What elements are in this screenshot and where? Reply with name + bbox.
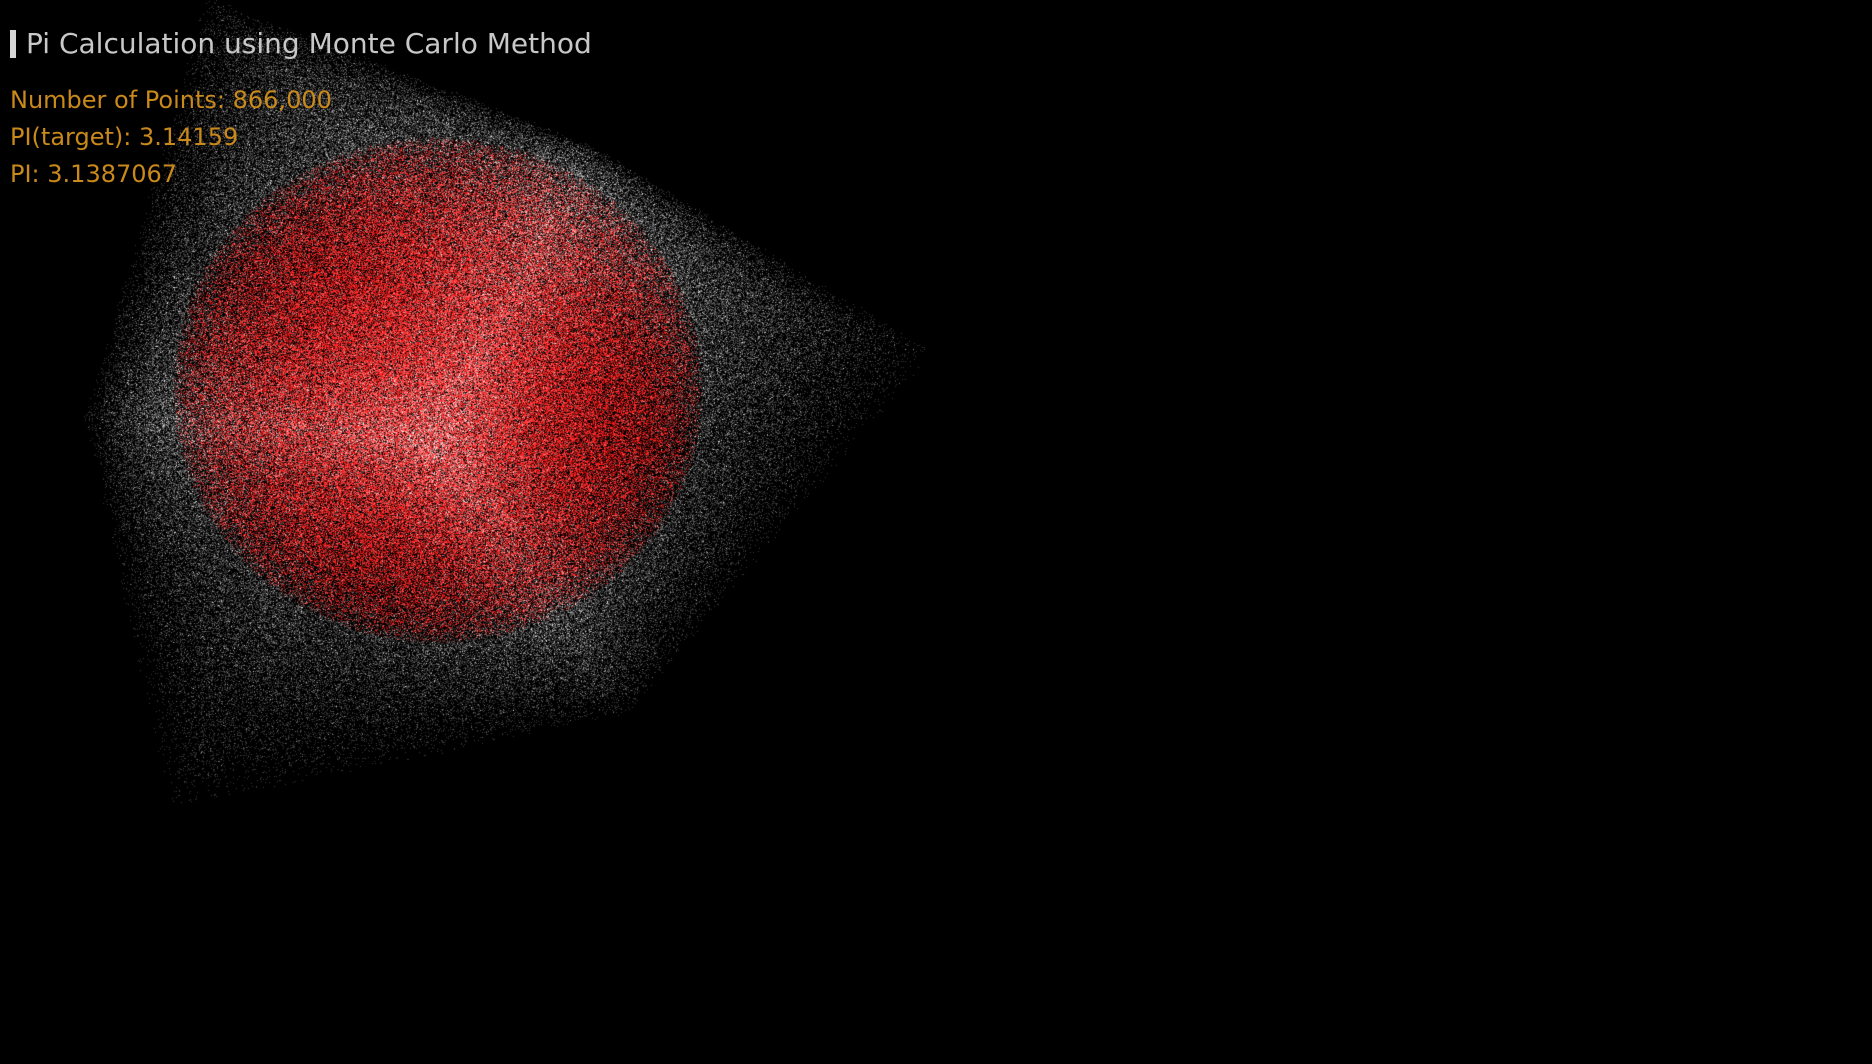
pi-target: PI(target): 3.14159 (10, 119, 332, 156)
title-marker-icon (10, 29, 16, 58)
pi-estimate-value: 3.1387067 (47, 160, 178, 188)
pi-target-label: PI(target): (10, 123, 132, 151)
pi-target-value: 3.14159 (138, 123, 239, 151)
stats-panel: Number of Points: 866,000 PI(target): 3.… (10, 82, 332, 193)
points-label: Number of Points: (10, 86, 225, 114)
points-count: Number of Points: 866,000 (10, 82, 332, 119)
points-value: 866,000 (232, 86, 332, 114)
page-title: Pi Calculation using Monte Carlo Method (10, 27, 592, 60)
page-title-text: Pi Calculation using Monte Carlo Method (26, 27, 592, 60)
pi-estimate-label: PI: (10, 160, 40, 188)
pi-estimate: PI: 3.1387067 (10, 156, 332, 193)
